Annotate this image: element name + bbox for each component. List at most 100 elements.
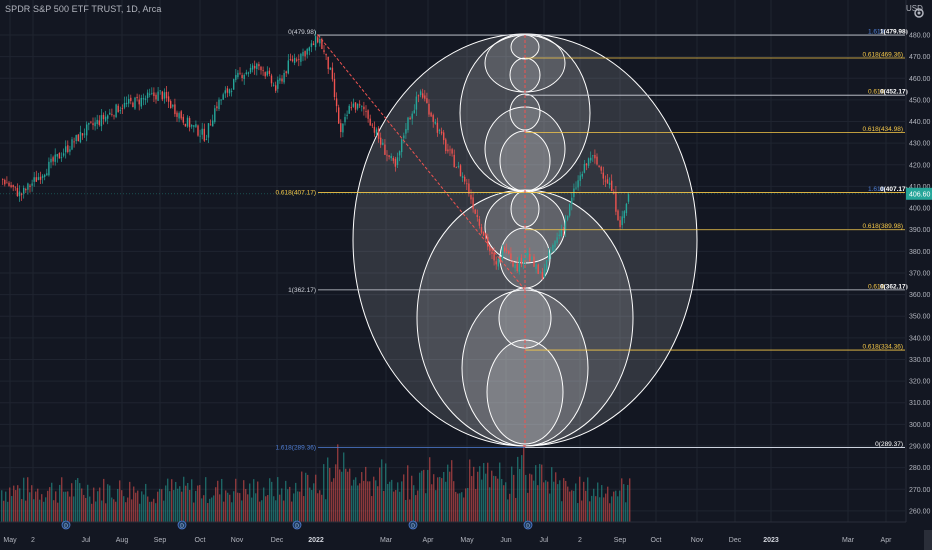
volume-bar xyxy=(487,462,489,522)
candle-body xyxy=(537,264,539,274)
volume-bar xyxy=(457,493,459,522)
candle-body xyxy=(321,39,323,50)
candle-body xyxy=(18,191,21,197)
candle-body xyxy=(392,157,394,161)
volume-bar xyxy=(281,488,283,522)
candle-body xyxy=(482,231,485,236)
volume-bar xyxy=(447,464,449,522)
volume-bar xyxy=(599,497,601,522)
dividend-icon: D xyxy=(523,520,533,530)
candle-body xyxy=(81,133,84,136)
volume-bar xyxy=(199,485,201,522)
volume-bar xyxy=(389,481,391,522)
candle-body xyxy=(514,264,516,269)
candle-body xyxy=(174,104,176,115)
candle-body xyxy=(100,115,103,127)
volume-bar xyxy=(233,491,235,522)
time-tick-label: 2022 xyxy=(308,537,324,544)
candle-body xyxy=(600,166,602,171)
candle-body xyxy=(44,174,46,177)
candle-body xyxy=(619,220,621,228)
candle-body xyxy=(62,153,65,156)
volume-bar xyxy=(295,482,297,522)
candle-body xyxy=(130,97,132,101)
price-tick-label: 290.00 xyxy=(909,444,931,451)
candle-body xyxy=(12,185,14,188)
candle-body xyxy=(247,72,250,74)
volume-bar xyxy=(251,497,253,522)
time-tick-label: Apr xyxy=(423,537,435,544)
candle-body xyxy=(308,47,310,51)
candle-body xyxy=(409,117,411,120)
volume-bar xyxy=(223,501,225,522)
candle-body xyxy=(197,125,199,136)
candle-body xyxy=(27,183,29,190)
volume-bar xyxy=(383,490,385,522)
volume-bar xyxy=(141,491,143,522)
candle-body xyxy=(235,75,237,80)
candle-body xyxy=(98,120,100,125)
candle-body xyxy=(331,67,334,80)
volume-bar xyxy=(13,485,15,522)
candle-body xyxy=(422,93,424,98)
volume-bar xyxy=(421,470,423,522)
volume-bar xyxy=(563,478,565,522)
candle-body xyxy=(46,173,48,176)
volume-bar xyxy=(513,474,515,522)
volume-bar xyxy=(257,481,259,522)
candle-body xyxy=(608,182,611,185)
price-tick-label: 360.00 xyxy=(909,292,931,299)
candle-body xyxy=(157,91,159,101)
candle-body xyxy=(178,113,180,119)
volume-bar xyxy=(551,467,553,522)
time-tick-label: Jul xyxy=(82,537,91,544)
candle-body xyxy=(459,165,462,177)
volume-bar xyxy=(433,474,435,522)
volume-bar xyxy=(399,491,401,522)
candle-body xyxy=(474,209,476,214)
candle-body xyxy=(142,98,145,100)
volume-bar xyxy=(611,496,613,522)
volume-bar xyxy=(7,501,9,522)
time-axis: May 2 Jul Aug Sep Oct Nov Dec 2022 Mar Apr May Jun Ju… xyxy=(0,521,906,544)
volume-bar xyxy=(403,474,405,522)
date-range-tag[interactable] xyxy=(924,530,932,550)
volume-bar xyxy=(339,469,341,522)
candle-body xyxy=(33,177,35,182)
candle-body xyxy=(361,105,363,107)
candle-body xyxy=(373,126,376,133)
fib-level-label: 0.618(407.17) xyxy=(276,190,316,197)
fib-level-label: 1.618(289.36) xyxy=(276,444,316,451)
candle-body xyxy=(2,178,4,180)
candle-body xyxy=(41,175,44,178)
gear-icon[interactable] xyxy=(912,6,926,20)
price-tick-label: 320.00 xyxy=(909,379,931,386)
volume-bar xyxy=(377,486,379,522)
volume-bar xyxy=(455,491,457,522)
volume-bar xyxy=(347,471,349,522)
currency-label: USD xyxy=(906,4,923,13)
volume-bar xyxy=(351,485,353,522)
time-tick-label: Aug xyxy=(116,537,129,544)
volume-bar xyxy=(543,482,545,522)
volume-bar xyxy=(601,485,603,522)
volume-bar xyxy=(21,499,23,522)
volume-bar xyxy=(271,481,273,522)
candle-body xyxy=(617,210,619,221)
candle-body xyxy=(541,272,544,279)
volume-bar xyxy=(99,487,101,522)
volume-bar xyxy=(73,496,75,522)
candle-body xyxy=(165,92,168,99)
candle-body xyxy=(306,49,308,55)
fib-right-label: 0(362.17) xyxy=(880,283,908,290)
volume-bar xyxy=(193,502,195,522)
candle-body xyxy=(191,124,193,127)
candle-body xyxy=(382,142,384,145)
volume-bar xyxy=(299,491,301,522)
volume-bar xyxy=(151,501,153,522)
volume-bar xyxy=(391,479,393,522)
volume-bar xyxy=(1,490,3,522)
candle-body xyxy=(35,177,37,182)
